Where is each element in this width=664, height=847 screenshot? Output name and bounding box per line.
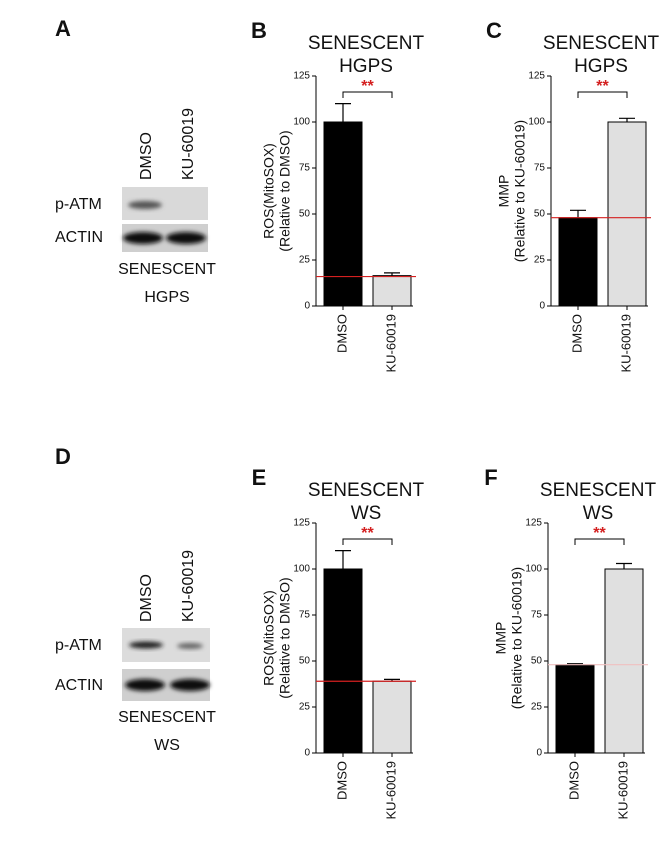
x-tick-label: DMSO xyxy=(566,761,581,800)
y-axis-label: MMP xyxy=(493,622,509,655)
significance-bracket xyxy=(574,538,625,545)
lane-label: KU-60019 xyxy=(180,108,197,180)
y-tick-label: 0 xyxy=(536,748,542,759)
y-tick-label: 75 xyxy=(299,610,311,621)
y-axis-label: (Relative to KU-60019) xyxy=(512,120,528,262)
y-axis-label: MMP xyxy=(496,175,512,208)
error-bar xyxy=(616,562,632,569)
panel-letter: A xyxy=(55,16,71,41)
band xyxy=(129,641,163,649)
panel-letter: B xyxy=(251,18,267,43)
y-axis-label: (Relative to DMSO) xyxy=(277,577,293,698)
blot-caption: SENESCENT xyxy=(118,261,216,278)
chart-title: SENESCENT xyxy=(308,33,425,54)
y-tick-label: 125 xyxy=(525,518,542,529)
x-tick-label: DMSO xyxy=(334,314,349,353)
y-axis-label: (Relative to KU-60019) xyxy=(509,567,525,709)
bar xyxy=(604,568,644,754)
x-tick-label: KU-60019 xyxy=(615,761,630,820)
significance-bracket xyxy=(342,538,393,545)
band xyxy=(128,201,162,209)
y-tick-label: 0 xyxy=(304,748,310,759)
y-tick-label: 25 xyxy=(299,702,311,713)
error-bar xyxy=(335,550,351,569)
significance-bracket xyxy=(577,91,628,98)
panel-letter: D xyxy=(55,444,71,469)
y-tick-label: 75 xyxy=(531,610,543,621)
panel-letter: C xyxy=(486,18,502,43)
band xyxy=(170,679,210,691)
chart-title: HGPS xyxy=(339,56,393,77)
y-tick-label: 0 xyxy=(304,301,310,312)
blot-caption: HGPS xyxy=(144,289,189,306)
y-tick-label: 25 xyxy=(531,702,543,713)
x-tick-label: KU-60019 xyxy=(383,761,398,820)
band xyxy=(123,232,163,244)
bar xyxy=(372,275,412,307)
chart-title: WS xyxy=(351,503,382,524)
x-tick-label: KU-60019 xyxy=(618,314,633,373)
row-label: ACTIN xyxy=(55,229,103,246)
row-label: p-ATM xyxy=(55,637,102,654)
y-tick-label: 25 xyxy=(534,255,546,266)
panel-letter: E xyxy=(252,465,267,490)
panel-letter: F xyxy=(484,465,497,490)
band xyxy=(125,679,165,691)
error-bar xyxy=(619,117,635,122)
bar xyxy=(607,121,647,307)
y-axis-label: ROS(MitoSOX) xyxy=(261,143,277,239)
row-label: ACTIN xyxy=(55,677,103,694)
x-tick-label: KU-60019 xyxy=(383,314,398,373)
y-tick-label: 50 xyxy=(299,209,311,220)
blot-caption: SENESCENT xyxy=(118,709,216,726)
significance: ** xyxy=(361,78,374,95)
chart-title: SENESCENT xyxy=(543,33,660,54)
y-tick-label: 100 xyxy=(293,564,310,575)
x-tick-label: DMSO xyxy=(569,314,584,353)
significance-bracket xyxy=(342,91,393,98)
band xyxy=(166,232,206,244)
y-tick-label: 100 xyxy=(528,117,545,128)
y-tick-label: 50 xyxy=(299,656,311,667)
y-axis-label: (Relative to DMSO) xyxy=(277,130,293,251)
y-tick-label: 50 xyxy=(531,656,543,667)
significance: ** xyxy=(596,78,609,95)
bar xyxy=(372,680,412,754)
significance: ** xyxy=(593,525,606,542)
y-tick-label: 125 xyxy=(293,518,310,529)
y-tick-label: 75 xyxy=(534,163,546,174)
y-tick-label: 25 xyxy=(299,255,311,266)
chart-title: SENESCENT xyxy=(540,480,657,501)
y-tick-label: 125 xyxy=(293,71,310,82)
y-tick-label: 100 xyxy=(293,117,310,128)
lane-label: KU-60019 xyxy=(180,550,197,622)
bar xyxy=(323,121,363,307)
bar xyxy=(323,568,363,754)
lane-label: DMSO xyxy=(138,132,155,180)
chart-title: WS xyxy=(583,503,614,524)
y-axis-label: ROS(MitoSOX) xyxy=(261,590,277,686)
bar xyxy=(555,664,595,754)
error-bar xyxy=(384,272,400,276)
error-bar xyxy=(335,103,351,122)
band xyxy=(177,643,203,649)
blot-caption: WS xyxy=(154,737,180,754)
row-label: p-ATM xyxy=(55,196,102,213)
lane-label: DMSO xyxy=(138,574,155,622)
x-tick-label: DMSO xyxy=(334,761,349,800)
significance: ** xyxy=(361,525,374,542)
y-tick-label: 50 xyxy=(534,209,546,220)
chart-title: HGPS xyxy=(574,56,628,77)
y-tick-label: 125 xyxy=(528,71,545,82)
y-tick-label: 100 xyxy=(525,564,542,575)
bar xyxy=(558,217,598,307)
y-tick-label: 75 xyxy=(299,163,311,174)
y-tick-label: 0 xyxy=(539,301,545,312)
error-bar xyxy=(570,209,586,218)
chart-title: SENESCENT xyxy=(308,480,425,501)
